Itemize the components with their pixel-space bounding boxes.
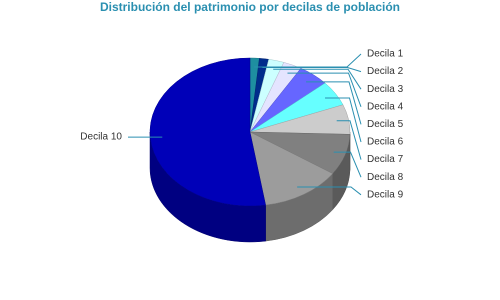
leader-line [333, 151, 362, 178]
pie-slice [149, 57, 266, 207]
slice-label: Decila 9 [367, 189, 404, 200]
leader-line [262, 67, 362, 73]
leader-line [306, 81, 362, 125]
slice-label: Decila 8 [367, 172, 404, 183]
slice-label: Decila 3 [367, 84, 404, 95]
slice-label: Decila 6 [367, 137, 404, 148]
slice-label: Decila 5 [367, 119, 404, 130]
leader-line [336, 120, 362, 160]
slice-label: Decila 1 [367, 49, 404, 60]
leader-line [325, 97, 362, 143]
slice-label: Decila 4 [367, 101, 404, 112]
slice-label: Decila 2 [367, 66, 404, 77]
leader-line [273, 68, 362, 90]
leader-line [287, 72, 362, 107]
leader-line [297, 186, 362, 196]
leader-line [254, 53, 362, 68]
slice-label: Decila 7 [367, 154, 404, 165]
chart-title: Distribución del patrimonio por decilas … [100, 0, 400, 14]
slice-label: Decila 10 [80, 132, 122, 143]
